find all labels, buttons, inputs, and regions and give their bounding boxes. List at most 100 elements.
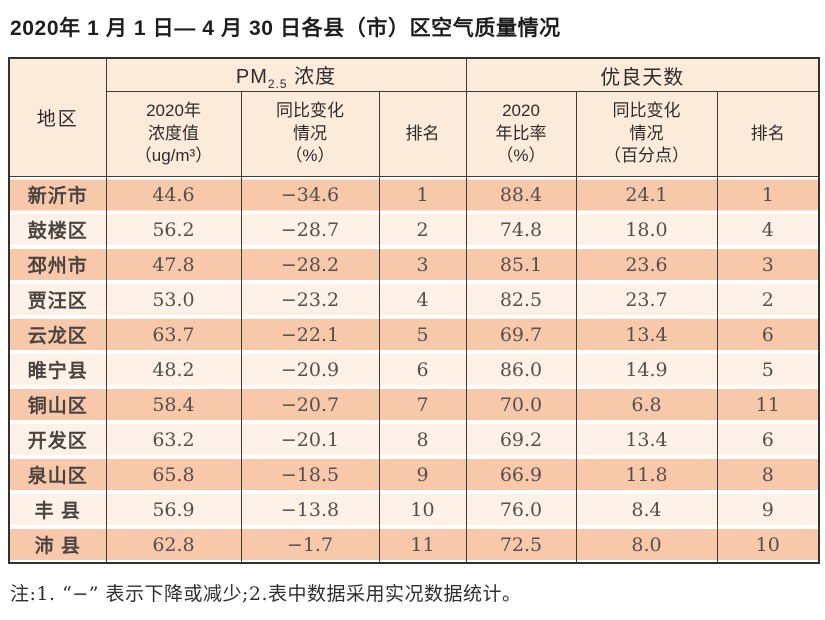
- good-rate-cell: 72.5: [465, 527, 577, 563]
- pm-change-cell: −20.9: [240, 352, 380, 387]
- region-cell: 沛 县: [8, 527, 107, 563]
- good-change-cell: 24.1: [575, 176, 718, 212]
- pm-value-cell: 47.8: [105, 247, 242, 282]
- pm25-label-subscript: 2.5: [267, 76, 288, 91]
- good-rate-cell: 69.7: [465, 317, 577, 352]
- page: 2020年 1 月 1 日— 4 月 30 日各县（市）区空气质量情况 地区 P…: [8, 17, 820, 605]
- pm-value-cell: 65.8: [105, 457, 242, 492]
- good-rank-cell: 10: [716, 527, 820, 563]
- header-good-rank: 排名: [716, 91, 820, 177]
- header-pm-value: 2020年 浓度值 （ug/m³）: [105, 91, 242, 177]
- pm-value-cell: 58.4: [105, 387, 242, 422]
- pm-change-cell: −22.1: [240, 317, 380, 352]
- region-cell: 鼓楼区: [8, 212, 107, 247]
- good-change-cell: 8.0: [575, 527, 718, 563]
- good-rate-cell: 69.2: [465, 422, 577, 457]
- good-change-cell: 6.8: [575, 387, 718, 422]
- pm-rank-cell: 3: [378, 247, 467, 282]
- good-rank-cell: 9: [716, 492, 820, 527]
- pm-change-cell: −1.7: [240, 527, 380, 563]
- good-rank-cell: 1: [716, 176, 820, 212]
- good-rate-cell: 82.5: [465, 282, 577, 317]
- good-rank-cell: 8: [716, 457, 820, 492]
- header-pm-rank: 排名: [378, 91, 467, 177]
- pm-rank-cell: 6: [378, 352, 467, 387]
- region-cell: 铜山区: [8, 387, 107, 422]
- header-group-good-days: 优良天数: [465, 57, 820, 92]
- pm-change-cell: −13.8: [240, 492, 380, 527]
- air-quality-table: 地区 PM2.5 浓度 优良天数 2020年 浓度值 （ug/m³） 同比变化 …: [8, 57, 820, 564]
- table-row: 新沂市 44.6 −34.6 1 88.4 24.1 1: [8, 176, 820, 212]
- pm-value-cell: 44.6: [105, 176, 242, 212]
- good-rate-cell: 76.0: [465, 492, 577, 527]
- region-cell: 睢宁县: [8, 352, 107, 387]
- good-rank-cell: 2: [716, 282, 820, 317]
- pm-value-cell: 62.8: [105, 527, 242, 563]
- good-rank-cell: 6: [716, 317, 820, 352]
- pm-rank-cell: 5: [378, 317, 467, 352]
- good-rate-cell: 70.0: [465, 387, 577, 422]
- pm-change-cell: −34.6: [240, 176, 380, 212]
- pm-rank-cell: 11: [378, 527, 467, 563]
- good-rate-cell: 74.8: [465, 212, 577, 247]
- good-rate-cell: 85.1: [465, 247, 577, 282]
- pm-rank-cell: 9: [378, 457, 467, 492]
- pm-rank-cell: 10: [378, 492, 467, 527]
- table-body: 新沂市 44.6 −34.6 1 88.4 24.1 1 鼓楼区 56.2 −2…: [8, 176, 820, 563]
- pm-change-cell: −20.7: [240, 387, 380, 422]
- pm-change-cell: −28.2: [240, 247, 380, 282]
- region-cell: 邳州市: [8, 247, 107, 282]
- pm-change-cell: −23.2: [240, 282, 380, 317]
- good-rate-cell: 86.0: [465, 352, 577, 387]
- table-row: 鼓楼区 56.2 −28.7 2 74.8 18.0 4: [8, 212, 820, 247]
- footnote: 注:1. “−” 表示下降或减少;2.表中数据采用实况数据统计。: [10, 583, 522, 605]
- good-change-cell: 8.4: [575, 492, 718, 527]
- region-cell: 泉山区: [8, 457, 107, 492]
- table-header: 地区 PM2.5 浓度 优良天数 2020年 浓度值 （ug/m³） 同比变化 …: [8, 57, 820, 177]
- good-change-cell: 23.7: [575, 282, 718, 317]
- good-rank-cell: 4: [716, 212, 820, 247]
- good-rate-cell: 66.9: [465, 457, 577, 492]
- good-change-cell: 14.9: [575, 352, 718, 387]
- table-row: 邳州市 47.8 −28.2 3 85.1 23.6 3: [8, 247, 820, 282]
- pm-value-cell: 63.7: [105, 317, 242, 352]
- table-row: 贾汪区 53.0 −23.2 4 82.5 23.7 2: [8, 282, 820, 317]
- header-good-change: 同比变化 情况 （百分点）: [575, 91, 718, 177]
- table-row: 丰 县 56.9 −13.8 10 76.0 8.4 9: [8, 492, 820, 527]
- good-change-cell: 13.4: [575, 317, 718, 352]
- table-row: 开发区 63.2 −20.1 8 69.2 13.4 6: [8, 422, 820, 457]
- table-row: 云龙区 63.7 −22.1 5 69.7 13.4 6: [8, 317, 820, 352]
- good-change-cell: 23.6: [575, 247, 718, 282]
- pm25-label-prefix: PM: [235, 65, 268, 88]
- pm-change-cell: −20.1: [240, 422, 380, 457]
- region-cell: 开发区: [8, 422, 107, 457]
- good-change-cell: 18.0: [575, 212, 718, 247]
- pm-value-cell: 53.0: [105, 282, 242, 317]
- region-cell: 新沂市: [8, 176, 107, 212]
- pm-rank-cell: 8: [378, 422, 467, 457]
- pm-change-cell: −28.7: [240, 212, 380, 247]
- good-change-cell: 13.4: [575, 422, 718, 457]
- good-change-cell: 11.8: [575, 457, 718, 492]
- header-pm-change: 同比变化 情况 （%）: [240, 91, 380, 177]
- pm-change-cell: −18.5: [240, 457, 380, 492]
- pm-rank-cell: 7: [378, 387, 467, 422]
- pm-value-cell: 56.2: [105, 212, 242, 247]
- good-rank-cell: 5: [716, 352, 820, 387]
- good-rank-cell: 11: [716, 387, 820, 422]
- table-row: 睢宁县 48.2 −20.9 6 86.0 14.9 5: [8, 352, 820, 387]
- pm-value-cell: 48.2: [105, 352, 242, 387]
- header-good-rate: 2020 年比率 （%）: [465, 91, 577, 177]
- table-row: 泉山区 65.8 −18.5 9 66.9 11.8 8: [8, 457, 820, 492]
- pm25-label-suffix: 浓度: [287, 65, 337, 88]
- good-rate-cell: 88.4: [465, 176, 577, 212]
- table-row: 铜山区 58.4 −20.7 7 70.0 6.8 11: [8, 387, 820, 422]
- header-group-pm25: PM2.5 浓度: [105, 57, 467, 92]
- pm-value-cell: 56.9: [105, 492, 242, 527]
- good-rank-cell: 6: [716, 422, 820, 457]
- page-title: 2020年 1 月 1 日— 4 月 30 日各县（市）区空气质量情况: [10, 17, 561, 40]
- header-region: 地区: [8, 57, 107, 177]
- pm-rank-cell: 2: [378, 212, 467, 247]
- pm-value-cell: 63.2: [105, 422, 242, 457]
- pm-rank-cell: 4: [378, 282, 467, 317]
